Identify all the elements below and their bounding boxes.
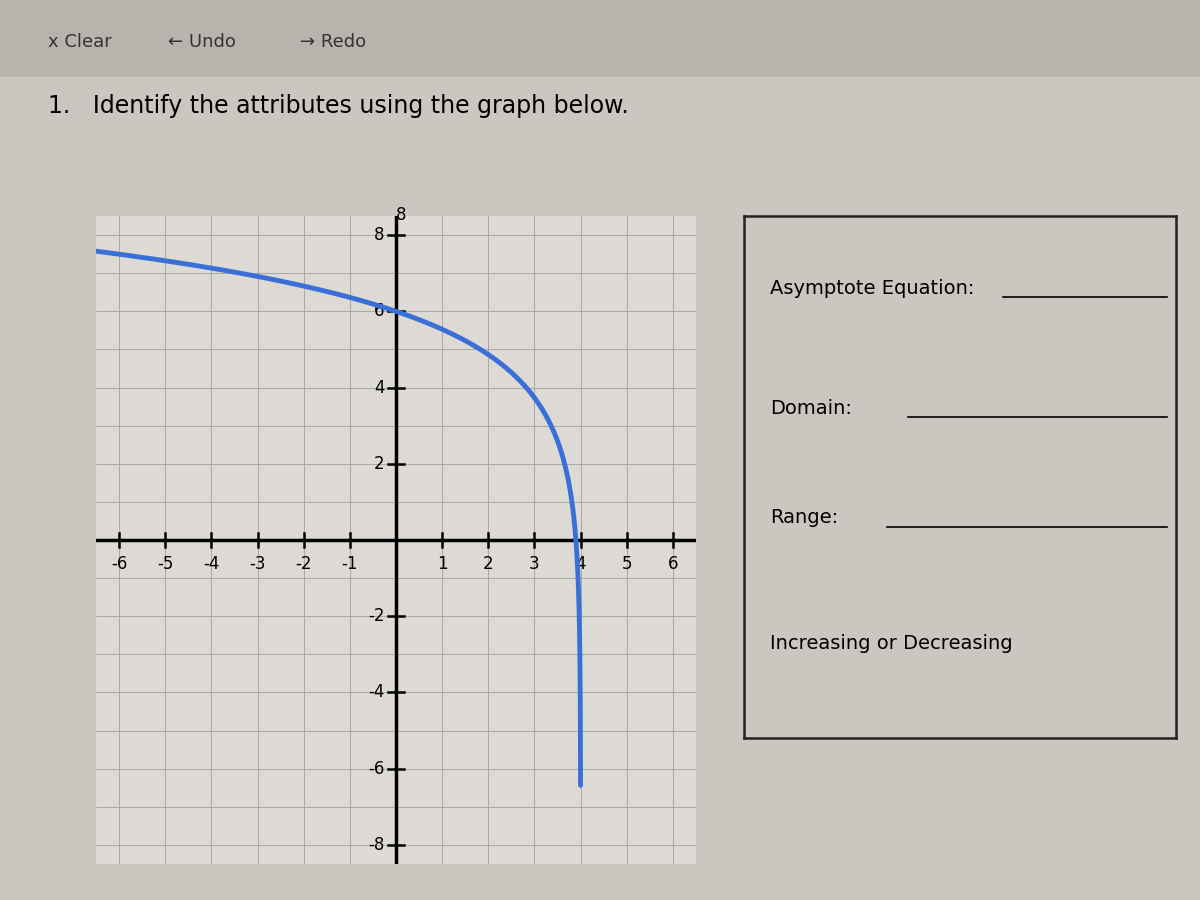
Text: 4: 4 — [575, 555, 586, 573]
Text: 1.   Identify the attributes using the graph below.: 1. Identify the attributes using the gra… — [48, 94, 629, 119]
Text: -6: -6 — [368, 760, 384, 778]
Text: -4: -4 — [368, 683, 384, 701]
Text: 2: 2 — [482, 555, 493, 573]
Text: 1: 1 — [437, 555, 448, 573]
Text: -2: -2 — [295, 555, 312, 573]
Text: 2: 2 — [374, 454, 384, 472]
Text: 5: 5 — [622, 555, 632, 573]
Text: Range:: Range: — [770, 508, 838, 527]
Text: -8: -8 — [368, 836, 384, 854]
Text: 8: 8 — [374, 226, 384, 244]
Text: -5: -5 — [157, 555, 174, 573]
Text: -2: -2 — [368, 608, 384, 625]
Text: x Clear: x Clear — [48, 33, 112, 51]
Text: -1: -1 — [342, 555, 358, 573]
Text: -4: -4 — [203, 555, 220, 573]
Text: Increasing or Decreasing: Increasing or Decreasing — [770, 634, 1013, 652]
Text: 6: 6 — [374, 302, 384, 320]
Text: ← Undo: ← Undo — [168, 33, 236, 51]
Text: 3: 3 — [529, 555, 540, 573]
Text: Domain:: Domain: — [770, 399, 852, 418]
Text: Asymptote Equation:: Asymptote Equation: — [770, 279, 974, 298]
Text: 6: 6 — [667, 555, 678, 573]
Text: 8: 8 — [396, 205, 407, 223]
Text: → Redo: → Redo — [300, 33, 366, 51]
Text: 4: 4 — [374, 379, 384, 397]
Text: -3: -3 — [250, 555, 265, 573]
Text: -6: -6 — [110, 555, 127, 573]
